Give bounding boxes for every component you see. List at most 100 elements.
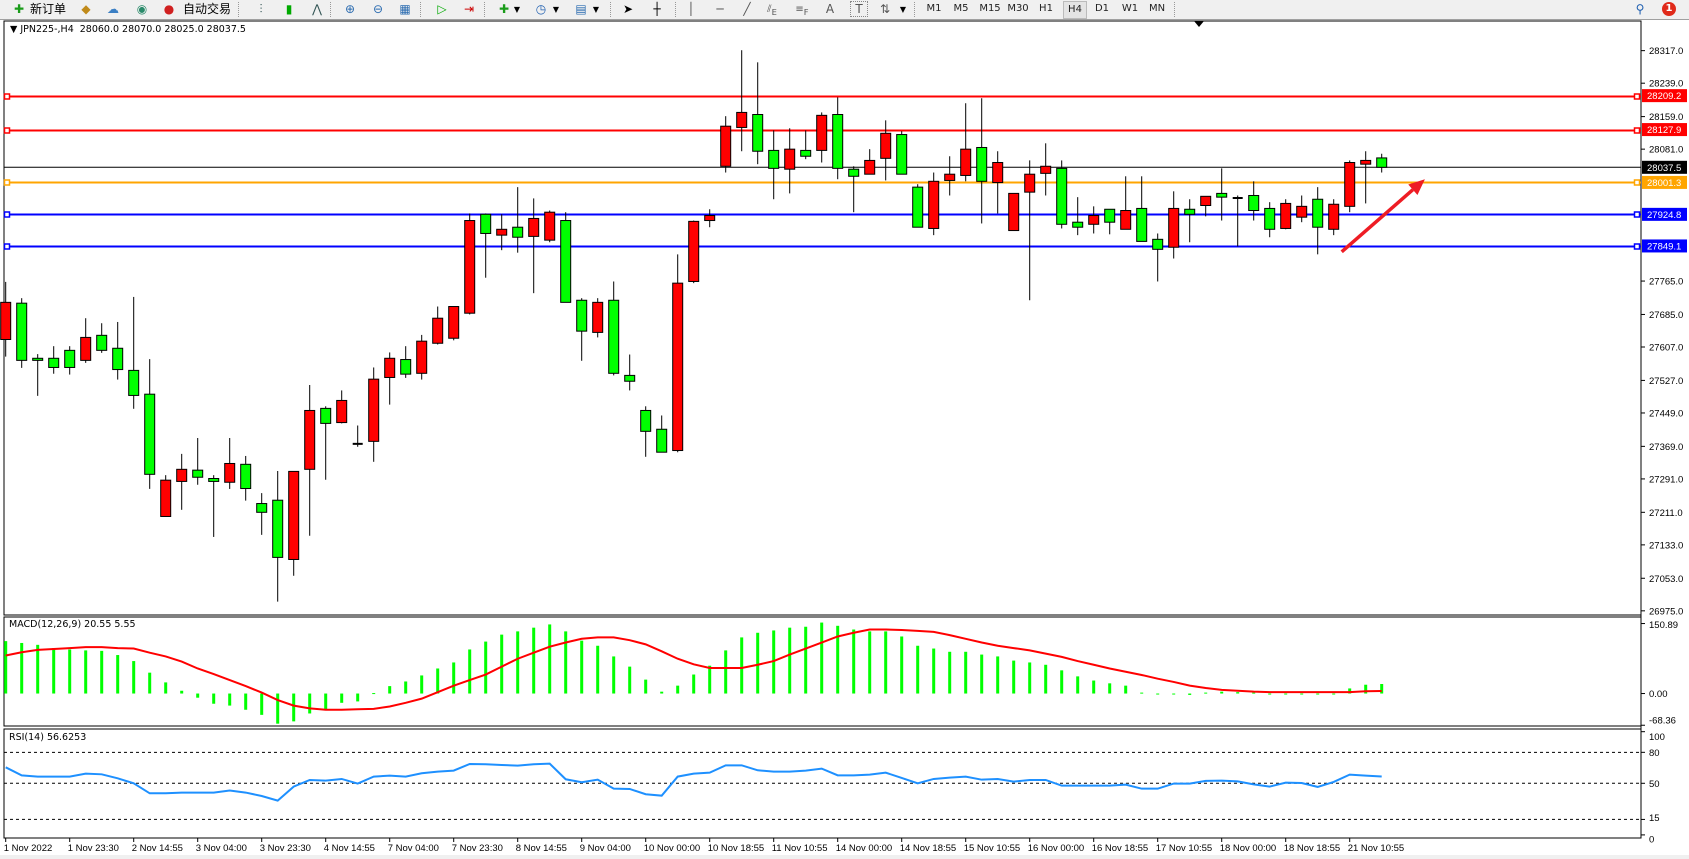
indicators-icon[interactable]: ✚ — [498, 2, 510, 16]
signals-icon[interactable]: ◉ — [136, 2, 148, 16]
candle-body-up — [704, 215, 716, 222]
macd-histogram-bar — [340, 693, 344, 703]
horizontal-line-icon[interactable]: ─ — [716, 2, 724, 16]
macd-pane — [4, 622, 1384, 724]
candle-body-down — [896, 134, 908, 175]
new-order-icon[interactable]: ✚ — [13, 2, 25, 16]
line-chart-icon[interactable]: ⋀ — [312, 2, 322, 16]
chevron-down-icon[interactable]: ▼ — [592, 5, 600, 14]
candle-body-up — [1008, 192, 1020, 232]
time-tick-label: 1 Nov 23:30 — [68, 843, 119, 854]
macd-histogram-bar — [916, 645, 920, 694]
timeframe-m1[interactable]: M1 — [926, 3, 942, 14]
macd-histogram-bar — [324, 693, 328, 710]
macd-histogram-bar — [580, 640, 584, 694]
fibonacci-fan-icon[interactable]: ≡F — [795, 4, 809, 17]
macd-histogram-bar — [196, 693, 200, 698]
main-pane-border — [3, 20, 1642, 616]
line-handle-left[interactable] — [3, 127, 11, 134]
autoscroll-icon[interactable]: ▷ — [437, 2, 447, 16]
crosshair-icon[interactable]: ┼ — [653, 2, 661, 16]
collapse-triangle-icon[interactable]: ▼ — [10, 24, 20, 35]
macd-histogram-bar — [1252, 692, 1256, 694]
fibonacci-icon[interactable]: ⫽E — [767, 4, 777, 17]
line-handle-left[interactable] — [3, 179, 11, 186]
tile-windows-icon[interactable]: ▦ — [399, 2, 411, 16]
macd-histogram-bar — [20, 642, 24, 694]
chevron-down-icon[interactable]: ▼ — [899, 5, 907, 14]
timeframe-d1[interactable]: D1 — [1094, 3, 1110, 14]
line-handle-left[interactable] — [3, 93, 11, 100]
timeframe-h4[interactable]: H4 — [1063, 1, 1087, 19]
candlestick-icon[interactable]: ▮ — [285, 2, 293, 16]
text-label-icon[interactable]: T — [850, 1, 868, 17]
line-handle-left[interactable] — [3, 243, 11, 250]
timeframe-h1[interactable]: H1 — [1039, 3, 1053, 14]
timeframe-w1[interactable]: W1 — [1121, 3, 1139, 14]
zoom-out-icon[interactable]: ⊖ — [372, 2, 384, 16]
horizontal-lines[interactable] — [3, 93, 1641, 250]
candle — [1312, 187, 1324, 255]
timeframe-mn[interactable]: MN — [1148, 3, 1166, 14]
arrow-shaft[interactable] — [1340, 188, 1414, 254]
vertical-line-icon[interactable]: │ — [687, 2, 695, 16]
candle — [112, 321, 124, 380]
annotation-arrow[interactable] — [1340, 179, 1425, 254]
line-handle-right[interactable] — [1633, 127, 1641, 134]
text-icon[interactable]: A — [825, 2, 835, 16]
notification-icon[interactable]: 1 — [1662, 2, 1676, 16]
templates-icon[interactable]: ▤ — [575, 2, 587, 16]
autotrade-icon[interactable]: ● — [163, 2, 175, 16]
candle-body-down — [800, 149, 812, 157]
macd-histogram-bar — [1300, 693, 1304, 695]
new-order-button[interactable]: 新订单 — [30, 2, 67, 16]
fibonacci-e-label: E — [771, 7, 777, 17]
line-handle-left[interactable] — [3, 211, 11, 218]
arrow-head-icon[interactable] — [1408, 179, 1425, 196]
candle-body-up — [1024, 173, 1036, 193]
candle-body-down — [272, 499, 284, 558]
search-icon[interactable]: ⚲ — [1635, 2, 1645, 16]
candle-body-up — [368, 378, 380, 442]
arrows-icon[interactable]: ⇅ — [879, 2, 891, 16]
candle-body-up — [288, 470, 300, 560]
autotrade-button[interactable]: 自动交易 — [183, 2, 232, 16]
candle — [672, 254, 684, 453]
candle — [352, 425, 363, 447]
navigator-cloud-icon[interactable]: ☁ — [107, 2, 119, 16]
chevron-down-icon[interactable]: ▼ — [513, 5, 521, 14]
macd-histogram-bar — [1316, 693, 1320, 695]
timeframe-m15[interactable]: M15 — [979, 3, 1001, 14]
line-handle-right[interactable] — [1633, 93, 1641, 100]
candle-body-up — [176, 468, 188, 482]
candle — [480, 213, 492, 278]
timeframe-m30[interactable]: M30 — [1007, 3, 1029, 14]
price-tick-label: 27211.0 — [1649, 508, 1683, 519]
candle — [1152, 233, 1164, 282]
bar-chart-icon[interactable]: ⫶ — [259, 2, 263, 16]
candle — [1376, 153, 1388, 173]
cursor-icon[interactable]: ➤ — [622, 2, 634, 16]
timeframe-m5[interactable]: M5 — [953, 3, 969, 14]
candle-body-up — [1344, 162, 1356, 207]
candle — [608, 281, 620, 376]
price-axis: 28317.0 28239.0 28159.0 28081.0 27765.0 27685… — [1641, 46, 1687, 845]
line-handle-right[interactable] — [1633, 243, 1641, 250]
time-tick-label: 1 Nov 2022 — [4, 843, 53, 854]
line-handle-right[interactable] — [1633, 179, 1641, 186]
toolbar-separator — [420, 2, 422, 17]
trendline-icon[interactable]: ╱ — [743, 2, 751, 16]
macd-title: MACD(12,26,9) 20.55 5.55 — [9, 619, 136, 630]
candle-body-down — [1056, 167, 1068, 225]
chevron-down-icon[interactable]: ▼ — [552, 5, 560, 14]
macd-histogram-bar — [852, 629, 856, 694]
chart-shift-marker-icon[interactable] — [1194, 21, 1204, 27]
zoom-in-icon[interactable]: ⊕ — [344, 2, 356, 16]
candle-body-up — [1040, 165, 1052, 174]
market-watch-icon[interactable]: ◆ — [81, 2, 91, 16]
periods-clock-icon[interactable]: ◷ — [535, 2, 547, 16]
chart-shift-icon[interactable]: ⇥ — [463, 2, 475, 16]
line-handle-right[interactable] — [1633, 211, 1641, 218]
time-tick-label: 3 Nov 23:30 — [260, 843, 311, 854]
